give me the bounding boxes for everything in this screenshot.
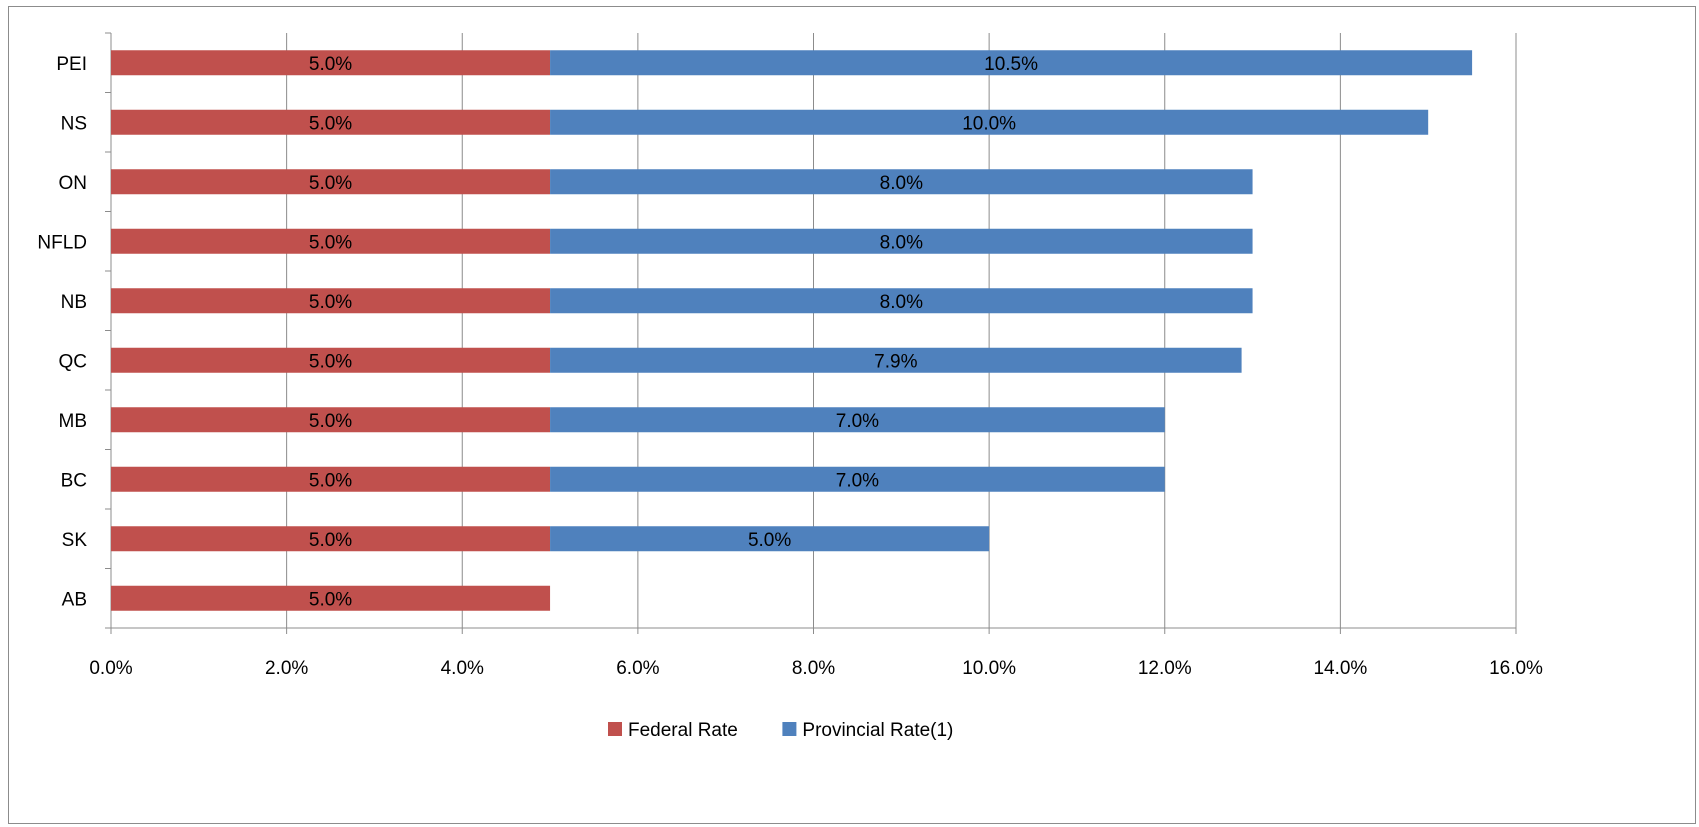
data-label: 7.0% — [836, 411, 879, 432]
data-label: 5.0% — [309, 530, 352, 551]
data-label: 5.0% — [309, 54, 352, 75]
x-tick-label: 12.0% — [1138, 658, 1192, 679]
data-label: 5.0% — [309, 470, 352, 491]
x-tick-label: 0.0% — [89, 658, 132, 679]
x-tick-label: 10.0% — [962, 658, 1016, 679]
x-tick-label: 4.0% — [441, 658, 484, 679]
legend-swatch — [782, 722, 796, 736]
data-label: 7.9% — [874, 351, 917, 372]
legend: Federal Rate Provincial Rate(1) — [608, 720, 953, 741]
x-tick-label: 14.0% — [1313, 658, 1367, 679]
data-label: 5.0% — [309, 351, 352, 372]
legend-swatch — [608, 722, 622, 736]
y-tick-label: NS — [61, 113, 87, 134]
data-label: 7.0% — [836, 470, 879, 491]
data-label: 5.0% — [748, 530, 791, 551]
y-tick-label: ON — [59, 173, 88, 194]
data-label: 8.0% — [880, 292, 923, 313]
y-tick-label: MB — [59, 411, 88, 432]
legend-label: Federal Rate — [628, 720, 738, 741]
bars — [111, 50, 1472, 611]
y-tick-label: NFLD — [37, 232, 87, 253]
y-tick-label: BC — [61, 470, 87, 491]
data-label: 5.0% — [309, 292, 352, 313]
data-label: 5.0% — [309, 589, 352, 610]
y-tick-label: AB — [62, 589, 87, 610]
data-label: 10.0% — [962, 113, 1016, 134]
data-label: 8.0% — [880, 173, 923, 194]
x-tick-label: 2.0% — [265, 658, 308, 679]
legend-label: Provincial Rate(1) — [802, 720, 953, 741]
data-label: 5.0% — [309, 113, 352, 134]
x-tick-label: 6.0% — [616, 658, 659, 679]
x-tick-label: 8.0% — [792, 658, 835, 679]
data-label: 5.0% — [309, 173, 352, 194]
data-label: 8.0% — [880, 232, 923, 253]
data-label: 5.0% — [309, 411, 352, 432]
x-tick-label: 16.0% — [1489, 658, 1543, 679]
y-tick-label: NB — [61, 292, 87, 313]
data-label: 5.0% — [309, 232, 352, 253]
y-tick-label: SK — [62, 530, 88, 551]
data-label: 10.5% — [984, 54, 1038, 75]
y-tick-label: PEI — [56, 54, 87, 75]
y-tick-label: QC — [59, 351, 88, 372]
